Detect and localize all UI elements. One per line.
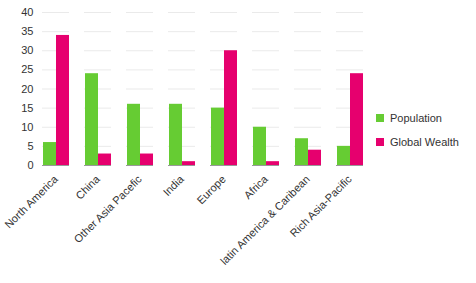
svg-text:Europe: Europe <box>194 173 228 207</box>
svg-text:Rich Asia-Pacific: Rich Asia-Pacific <box>287 172 354 239</box>
svg-text:Other Asia Pacefic: Other Asia Pacefic <box>71 172 144 245</box>
svg-text:5: 5 <box>27 140 33 152</box>
svg-text:latin America & Caribean: latin America & Caribean <box>217 172 312 267</box>
svg-text:30: 30 <box>21 44 33 56</box>
svg-text:35: 35 <box>21 25 33 37</box>
svg-text:North America: North America <box>2 172 60 230</box>
html-text:Global Wealth: Global Wealth <box>390 136 459 148</box>
svg-text:0: 0 <box>27 159 33 171</box>
svg-text:15: 15 <box>21 102 33 114</box>
svg-text:Africa: Africa <box>242 172 271 201</box>
svg-text:20: 20 <box>21 83 33 95</box>
svg-text:India: India <box>161 172 187 198</box>
svg-text:10: 10 <box>21 121 33 133</box>
svg-text:40: 40 <box>21 6 33 18</box>
svg-text:25: 25 <box>21 63 33 75</box>
svg-text:China: China <box>73 172 102 201</box>
html-text:Population: Population <box>390 112 442 124</box>
